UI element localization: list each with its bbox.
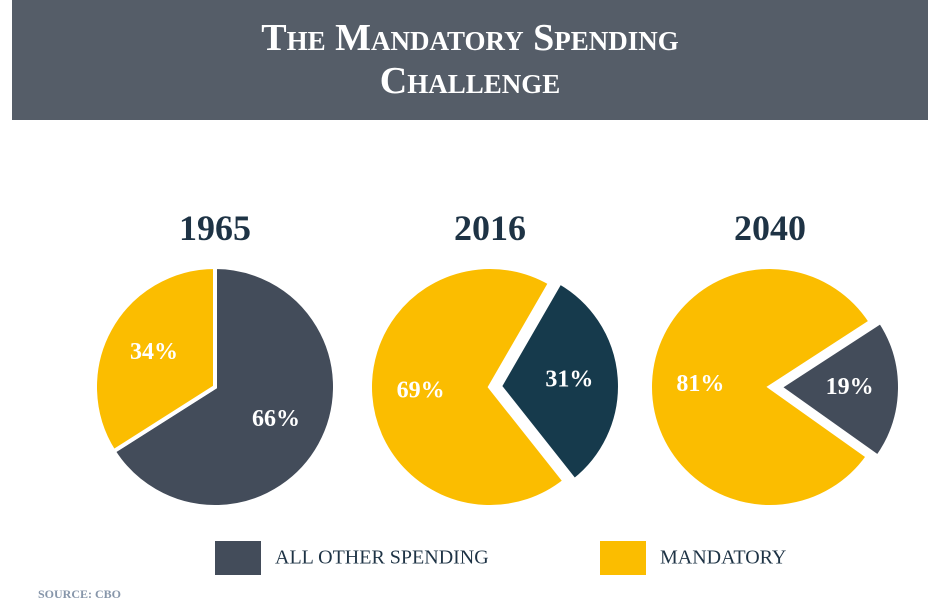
- header: The Mandatory Spending Challenge: [12, 0, 928, 120]
- legend-swatch: [600, 541, 646, 575]
- legend-swatch: [215, 541, 261, 575]
- pie-slice: [497, 279, 622, 484]
- pie-slice: [110, 264, 337, 509]
- title: The Mandatory Spending Challenge: [261, 17, 679, 102]
- pie-label: 31%: [545, 367, 593, 393]
- pie-slice: [776, 319, 902, 460]
- pie-label: 66%: [252, 406, 300, 432]
- legend-label: ALL OTHER SPENDING: [275, 547, 489, 569]
- pie-slice: [368, 265, 568, 509]
- pie-label: 19%: [826, 374, 874, 400]
- source: SOURCE: CBO: [38, 587, 121, 601]
- pie-title: 2016: [454, 208, 526, 248]
- pie-label: 81%: [676, 371, 724, 397]
- legend-label: MANDATORY: [660, 547, 786, 569]
- pie-label: 34%: [130, 339, 178, 365]
- pie-title: 2040: [734, 208, 806, 248]
- pie-label: 69%: [397, 378, 445, 404]
- pie-title: 1965: [179, 208, 251, 248]
- pie-slice: [93, 264, 217, 455]
- pie-slice: [648, 265, 874, 509]
